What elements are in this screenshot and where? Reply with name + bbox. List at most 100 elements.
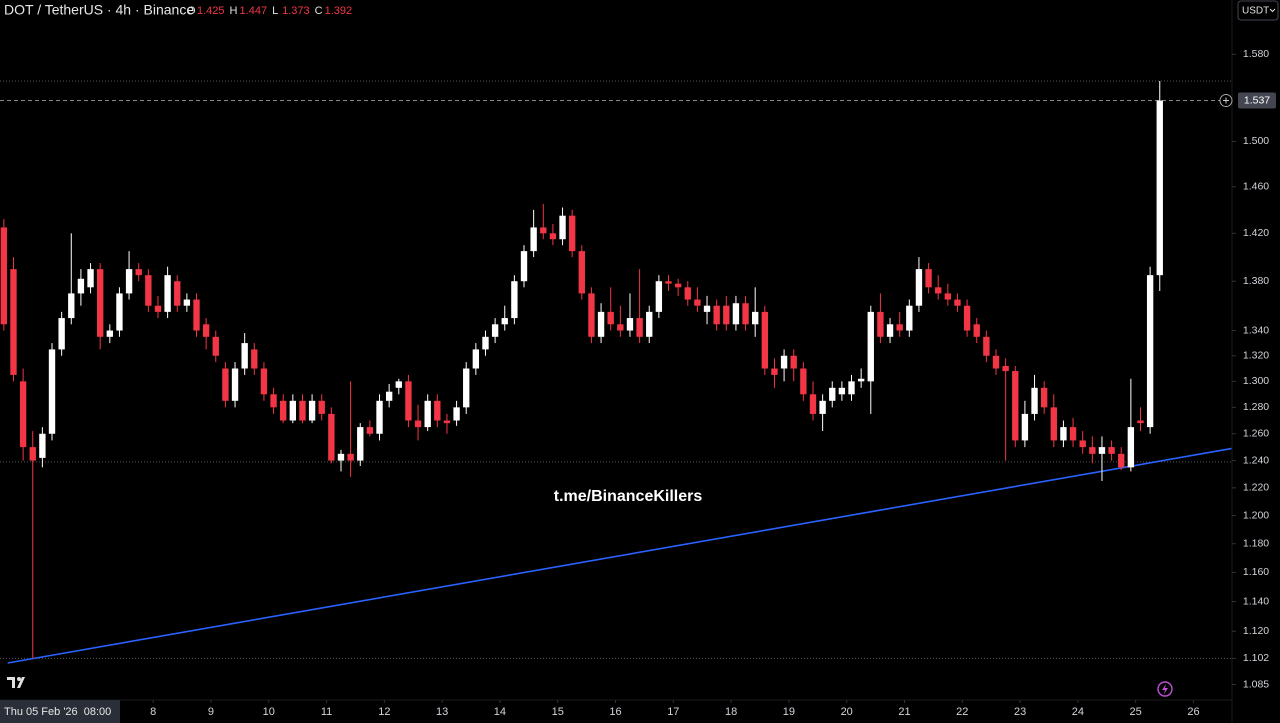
candle-body bbox=[713, 305, 720, 325]
candle-body bbox=[222, 368, 229, 401]
currency-label[interactable]: USDT bbox=[1242, 6, 1269, 17]
candle-body bbox=[202, 324, 210, 337]
y-tick-label: 1.200 bbox=[1243, 509, 1269, 521]
candle-body bbox=[684, 287, 691, 300]
candle-body bbox=[597, 311, 605, 337]
candle-body bbox=[915, 269, 923, 306]
y-tick-label: 1.380 bbox=[1243, 275, 1269, 287]
time-label-box bbox=[0, 700, 120, 723]
candle-body bbox=[434, 400, 441, 421]
candle-body bbox=[780, 355, 788, 369]
candle-body bbox=[280, 400, 287, 421]
legend-key: L bbox=[272, 5, 278, 17]
candle-body bbox=[732, 303, 740, 325]
candle-body bbox=[164, 275, 171, 312]
currency-button[interactable]: USDT bbox=[1237, 0, 1279, 21]
candle-body bbox=[87, 269, 94, 288]
add-alert-plus bbox=[1223, 97, 1229, 104]
candle-body bbox=[29, 447, 36, 461]
chevron bbox=[1269, 8, 1276, 13]
candle-body bbox=[212, 336, 219, 356]
y-tick-label: 1.300 bbox=[1243, 375, 1269, 387]
candle-body bbox=[241, 343, 248, 369]
y-tick-label: 1.340 bbox=[1243, 324, 1269, 336]
candle-body bbox=[231, 368, 239, 401]
candle-body bbox=[385, 391, 393, 401]
candle-body bbox=[1156, 100, 1163, 276]
x-tick-label: 11 bbox=[321, 706, 332, 718]
legend-value: 1.425 bbox=[197, 5, 225, 17]
candle-body bbox=[1069, 427, 1077, 441]
candle-body bbox=[877, 311, 884, 337]
candle-body bbox=[588, 293, 595, 337]
candle-body bbox=[463, 368, 470, 408]
candle-body bbox=[1021, 413, 1029, 441]
candle-body bbox=[1146, 275, 1154, 428]
x-tick-label: 26 bbox=[1187, 706, 1199, 718]
logo-shape bbox=[7, 677, 25, 688]
candle-body bbox=[829, 387, 836, 401]
candle-body bbox=[790, 355, 797, 369]
legend-key: C bbox=[315, 5, 323, 17]
x-tick-label: 9 bbox=[208, 706, 214, 718]
candle-body bbox=[646, 311, 653, 337]
candle-body bbox=[1089, 447, 1096, 454]
candle-body bbox=[935, 287, 942, 294]
icon-ring[interactable] bbox=[1157, 681, 1173, 697]
y-tick-label: 1.240 bbox=[1243, 454, 1269, 466]
lightning-icon[interactable] bbox=[1157, 681, 1173, 697]
x-tick-label: 14 bbox=[494, 706, 506, 718]
candle-body bbox=[1012, 371, 1019, 441]
y-tick-label: 1.120 bbox=[1243, 625, 1269, 637]
chart-title: DOT / TetherUS · 4h · Binance bbox=[4, 2, 194, 18]
candle-body bbox=[723, 305, 730, 325]
last-price-label: 1.537 bbox=[1244, 94, 1270, 106]
x-tick-label: 17 bbox=[667, 706, 679, 718]
candle-body bbox=[424, 400, 431, 428]
candle-body bbox=[125, 269, 133, 294]
candle-body bbox=[193, 299, 200, 331]
candle-body bbox=[366, 427, 374, 434]
candle-body bbox=[992, 355, 1000, 369]
candle-body bbox=[357, 427, 364, 461]
candle-body bbox=[337, 453, 345, 461]
candle-body bbox=[954, 299, 961, 306]
candle-body bbox=[973, 324, 980, 337]
candle-body bbox=[39, 433, 46, 458]
candle-body bbox=[68, 293, 75, 319]
icon-bolt[interactable] bbox=[1162, 684, 1168, 694]
y-tick-label: 1.220 bbox=[1243, 482, 1269, 494]
candle-body bbox=[501, 318, 508, 325]
candle-body bbox=[443, 420, 451, 424]
currency-button-box[interactable] bbox=[1237, 0, 1279, 21]
x-tick-label: 25 bbox=[1130, 706, 1142, 718]
y-tick-label: 1.580 bbox=[1243, 48, 1269, 60]
candle-body bbox=[58, 318, 65, 350]
candle-body bbox=[154, 305, 162, 312]
x-tick-label: 16 bbox=[609, 706, 621, 718]
candle-body bbox=[867, 311, 874, 382]
candle-body bbox=[857, 378, 865, 382]
candle-body bbox=[1108, 447, 1115, 454]
candle-body bbox=[925, 269, 932, 288]
candle-body bbox=[607, 311, 614, 325]
candle-body bbox=[453, 407, 460, 421]
candle-body bbox=[568, 215, 576, 252]
candle-body bbox=[1137, 420, 1144, 424]
trendline bbox=[7, 447, 1233, 664]
candle-body bbox=[472, 349, 480, 369]
candle-body bbox=[617, 324, 624, 331]
candle-body bbox=[251, 349, 258, 369]
candle-body bbox=[694, 299, 701, 306]
y-tick-label: 1.180 bbox=[1243, 538, 1269, 550]
candle-body bbox=[549, 233, 557, 240]
y-tick-label: 1.160 bbox=[1243, 566, 1269, 578]
candle-body bbox=[96, 269, 104, 337]
y-tick-label: 1.102 bbox=[1243, 652, 1269, 664]
candle-body bbox=[1002, 365, 1009, 372]
candle-body bbox=[1050, 407, 1057, 441]
candle-body bbox=[578, 251, 585, 294]
tv-logo bbox=[7, 677, 25, 688]
